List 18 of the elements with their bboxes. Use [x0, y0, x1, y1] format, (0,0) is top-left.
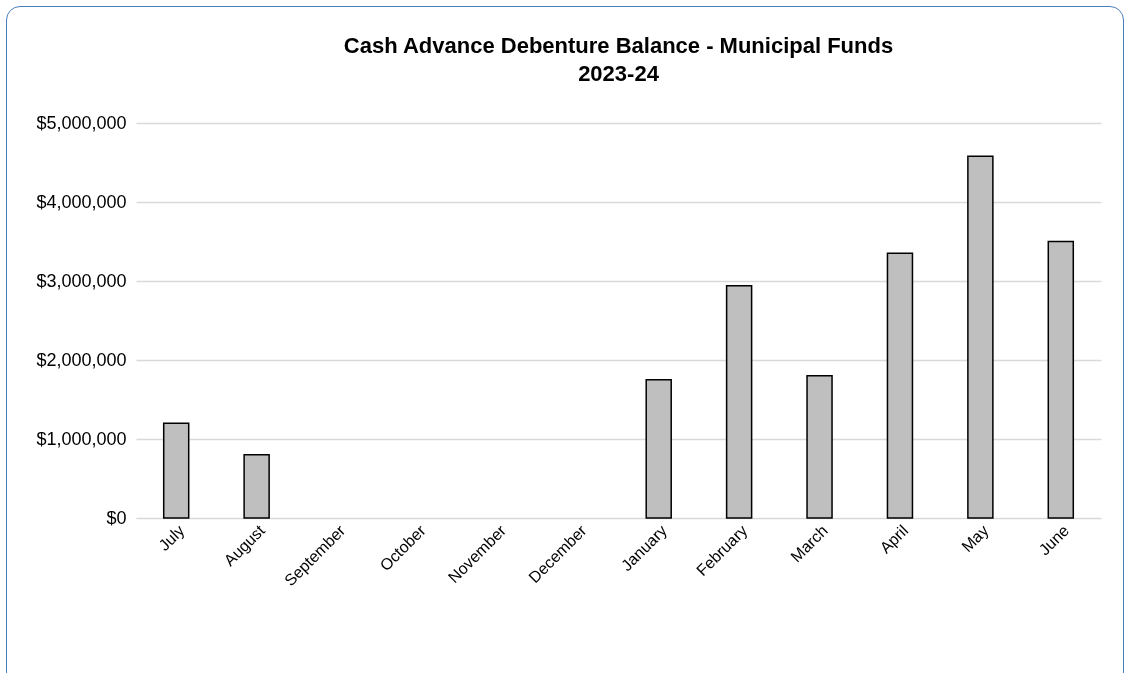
chart-title: Cash Advance Debenture Balance - Municipal Funds	[343, 33, 894, 58]
bar	[806, 375, 833, 519]
y-tick-label: $5,000,000	[36, 112, 127, 133]
bar	[725, 284, 753, 519]
bar	[243, 454, 270, 519]
y-tick-label: $3,000,000	[36, 270, 127, 291]
x-tick-label: July	[155, 521, 188, 554]
x-tick-label: May	[958, 521, 992, 556]
y-tick-label: $1,000,000	[36, 428, 127, 449]
bar	[645, 379, 672, 519]
bar	[967, 155, 994, 519]
y-tick-label: $2,000,000	[36, 349, 127, 370]
chart-subtitle: 2023-24	[578, 61, 660, 86]
bar	[1047, 240, 1075, 519]
y-tick-label: $0	[106, 507, 127, 528]
bar	[886, 252, 914, 519]
y-tick-label: $4,000,000	[36, 191, 127, 212]
bar	[162, 422, 190, 519]
